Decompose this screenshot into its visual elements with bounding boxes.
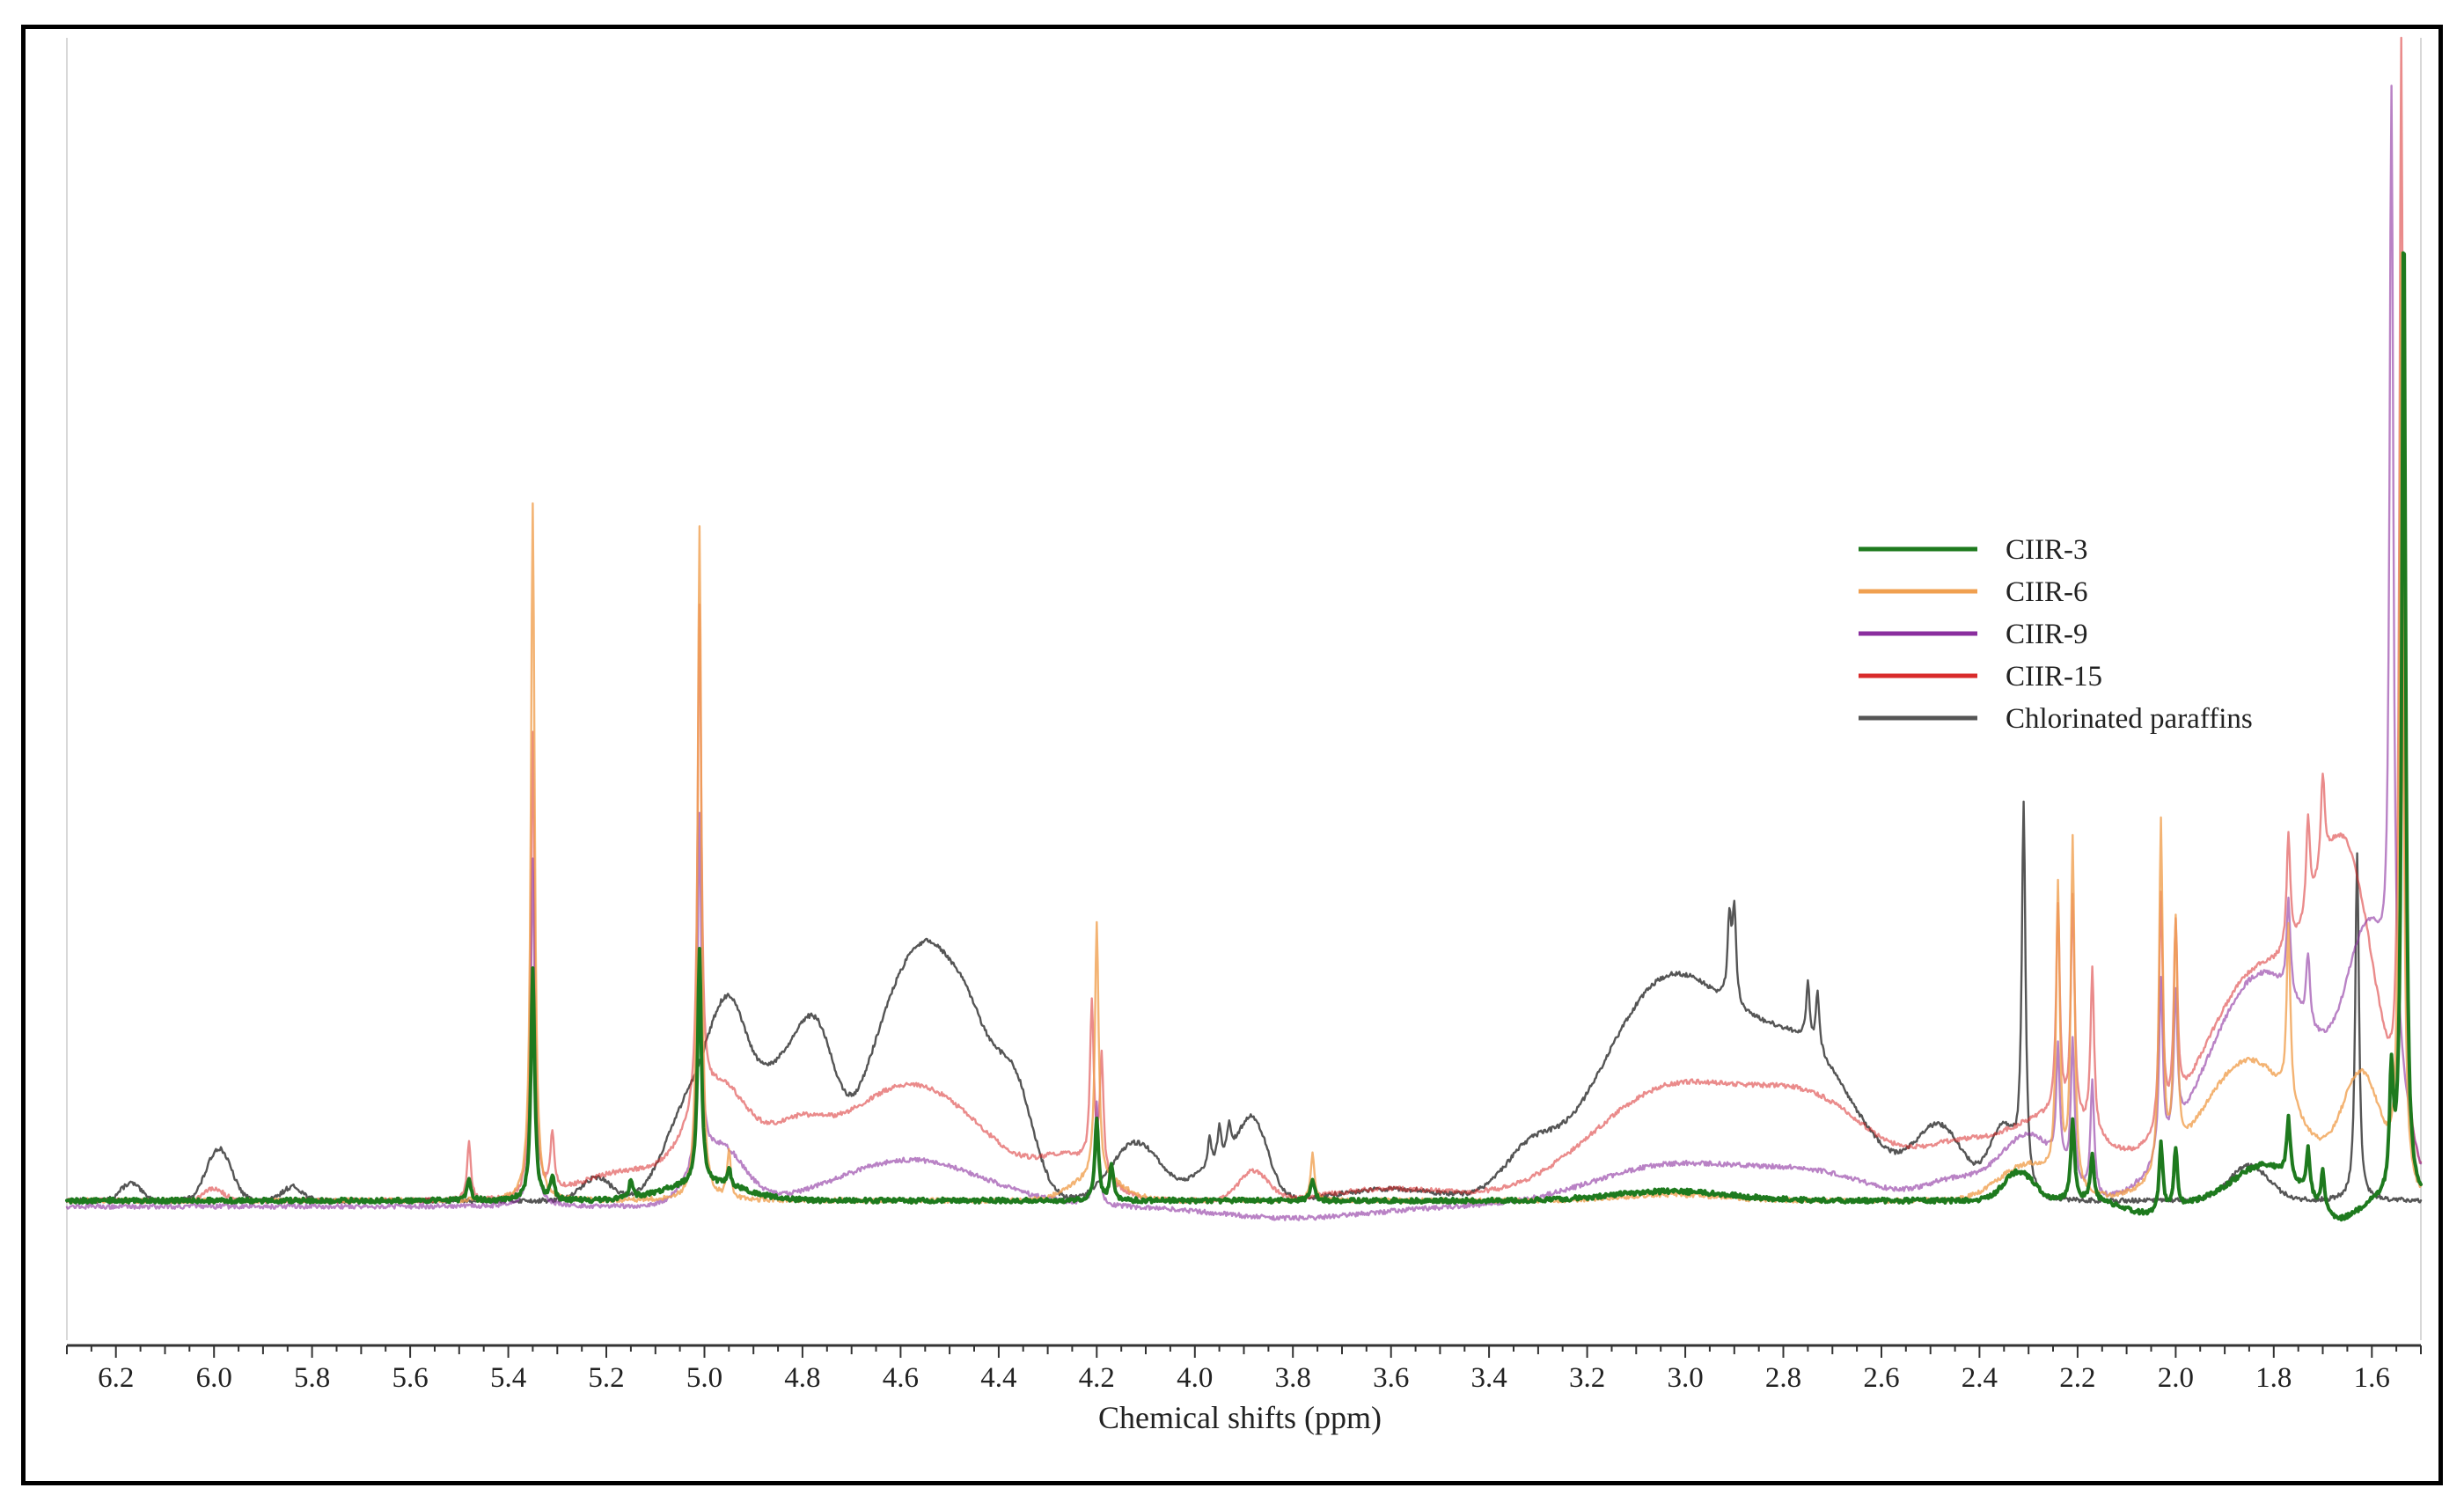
series-line-ciir-3 bbox=[65, 251, 2423, 1222]
x-tick-label: 5.4 bbox=[490, 1362, 526, 1394]
x-tick-label: 5.6 bbox=[392, 1362, 428, 1394]
x-tick-label: 4.6 bbox=[883, 1362, 919, 1394]
x-tick-label: 2.4 bbox=[1962, 1362, 1998, 1394]
legend-label-ciir-6: CIIR-6 bbox=[2006, 576, 2088, 608]
x-tick-label: 1.6 bbox=[2354, 1362, 2390, 1394]
x-tick-label: 1.8 bbox=[2255, 1362, 2292, 1394]
x-tick-label: 6.2 bbox=[98, 1362, 134, 1394]
legend-label-ciir-15: CIIR-15 bbox=[2006, 661, 2102, 693]
legend: CIIR-3 CIIR-6 CIIR-9 CIIR-15 Chlorinated par… bbox=[1859, 534, 2253, 735]
x-tick-label: 5.0 bbox=[686, 1362, 722, 1394]
x-tick-label: 3.8 bbox=[1275, 1362, 1311, 1394]
x-tick-label: 4.2 bbox=[1079, 1362, 1115, 1394]
x-tick-label: 3.0 bbox=[1667, 1362, 1703, 1394]
series-line-ciir-9 bbox=[65, 84, 2423, 1221]
x-axis-title: Chemical shifts (ppm) bbox=[1098, 1400, 1382, 1435]
legend-label-ciir-3: CIIR-3 bbox=[2006, 534, 2088, 566]
x-tick-label: 2.8 bbox=[1765, 1362, 1801, 1394]
nmr-spectrum-chart: 6.2 6.0 5.8 5.6 5.4 5.2 5.0 4.8 4.6 4.4 4.2 4.0 3.8 3… bbox=[65, 36, 2423, 1435]
legend-label-ciir-9: CIIR-9 bbox=[2006, 619, 2088, 650]
x-tick-label: 3.2 bbox=[1569, 1362, 1605, 1394]
x-tick-label: 4.0 bbox=[1177, 1362, 1213, 1394]
x-tick-label: 4.4 bbox=[980, 1362, 1016, 1394]
x-tick-label: 3.4 bbox=[1470, 1362, 1507, 1394]
x-tick-label: 4.8 bbox=[784, 1362, 820, 1394]
x-tick-label: 2.2 bbox=[2059, 1362, 2095, 1394]
x-tick-label: 6.0 bbox=[196, 1362, 232, 1394]
chart-frame: 6.2 6.0 5.8 5.6 5.4 5.2 5.0 4.8 4.6 4.4 4.2 4.0 3.8 3… bbox=[21, 25, 2443, 1485]
x-axis: 6.2 6.0 5.8 5.6 5.4 5.2 5.0 4.8 4.6 4.4 4.2 4.0 3.8 3… bbox=[66, 1344, 2422, 1394]
x-tick-label: 5.2 bbox=[588, 1362, 624, 1394]
x-tick-label: 2.0 bbox=[2158, 1362, 2194, 1394]
legend-label-chlorinated-paraffins: Chlorinated paraffins bbox=[2006, 703, 2253, 735]
series-group bbox=[65, 36, 2423, 1222]
x-tick-label: 3.6 bbox=[1373, 1362, 1409, 1394]
x-tick-label: 2.6 bbox=[1863, 1362, 1899, 1394]
x-tick-label: 5.8 bbox=[294, 1362, 330, 1394]
